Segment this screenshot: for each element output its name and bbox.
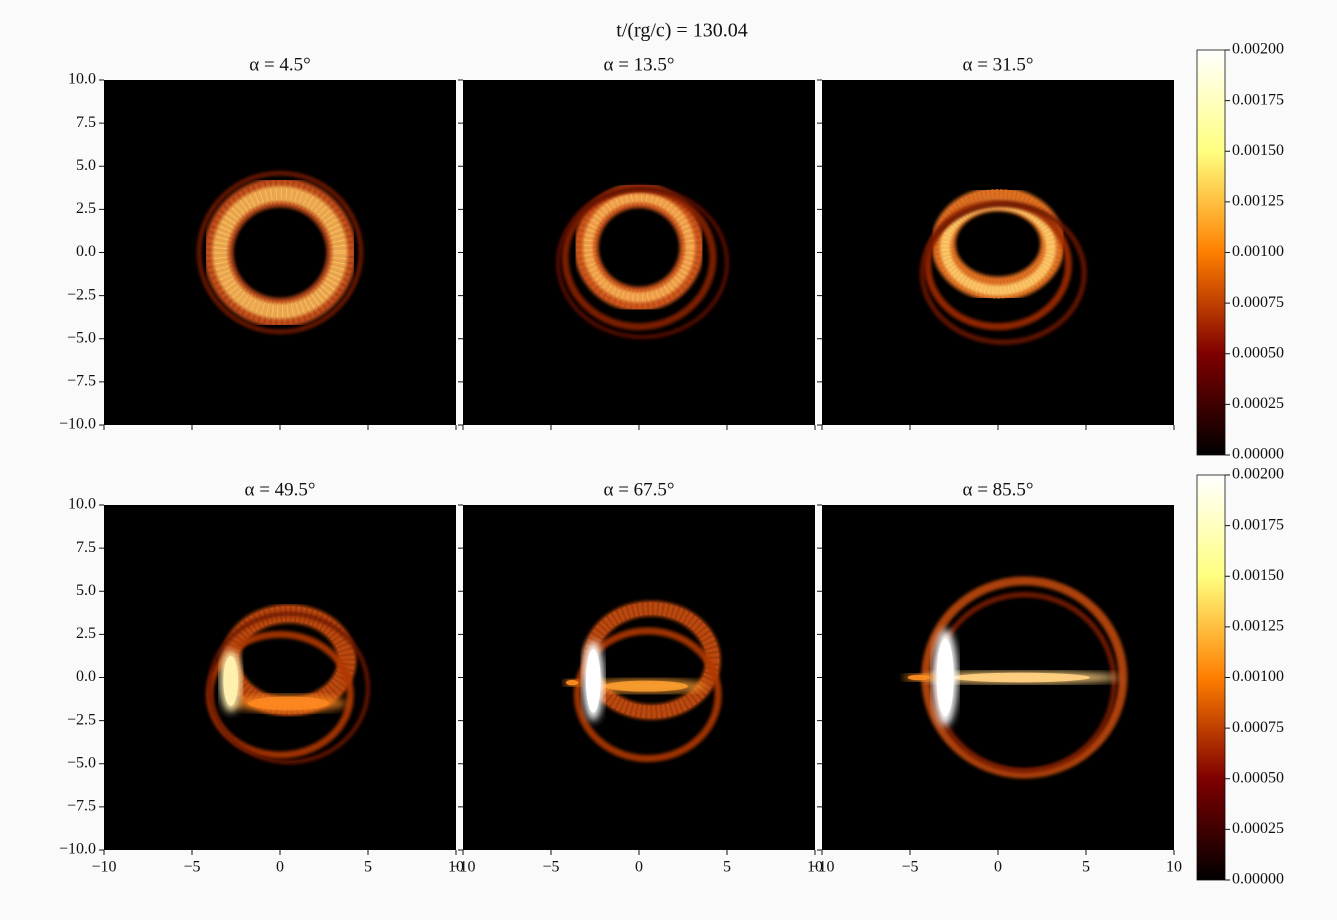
colorbar-tick-label: 0.00200	[1232, 466, 1284, 483]
y-tick-label: −5.0	[67, 329, 96, 346]
blob-core	[566, 680, 578, 686]
x-tick-label: 0	[994, 859, 1002, 876]
y-tick-label: −7.5	[67, 373, 96, 390]
y-tick-label: −2.5	[67, 286, 96, 303]
colorbar	[1197, 475, 1225, 880]
blob-core	[937, 639, 954, 716]
x-tick-label: 5	[364, 859, 372, 876]
x-tick-label: 5	[723, 859, 731, 876]
colorbar	[1197, 50, 1225, 455]
x-tick-label: −10	[809, 859, 834, 876]
y-tick-label: −10.0	[59, 416, 96, 433]
y-tick-label: 0.0	[76, 243, 96, 260]
y-tick-label: 2.5	[76, 625, 96, 642]
y-tick-label: 5.0	[76, 157, 96, 174]
colorbar-tick-label: 0.00025	[1232, 820, 1284, 837]
panel-title: α = 85.5°	[962, 479, 1033, 500]
panel-title: α = 4.5°	[249, 54, 311, 75]
y-tick-label: 10.0	[68, 71, 96, 88]
x-tick-label: 0	[276, 859, 284, 876]
panel-title: α = 49.5°	[244, 479, 315, 500]
panel-image	[104, 80, 456, 425]
colorbar-tick-label: 0.00150	[1232, 142, 1284, 159]
y-tick-label: 0.0	[76, 668, 96, 685]
x-tick-label: −5	[542, 859, 559, 876]
x-tick-label: 5	[1082, 859, 1090, 876]
y-tick-label: −10.0	[59, 841, 96, 858]
colorbar-tick-label: 0.00100	[1232, 668, 1284, 685]
colorbar-tick-label: 0.00200	[1232, 41, 1284, 58]
colorbar-tick-label: 0.00100	[1232, 243, 1284, 260]
blob-core	[248, 696, 329, 710]
y-tick-label: −5.0	[67, 754, 96, 771]
y-tick-label: 10.0	[68, 496, 96, 513]
y-tick-label: 7.5	[76, 114, 96, 131]
colorbar-tick-label: 0.00175	[1232, 516, 1284, 533]
colorbar-tick-label: 0.00050	[1232, 769, 1284, 786]
panel-image	[463, 505, 815, 850]
y-tick-label: 5.0	[76, 582, 96, 599]
blob-core	[586, 649, 601, 712]
colorbar-tick-label: 0.00025	[1232, 395, 1284, 412]
blob-core	[604, 681, 688, 692]
y-tick-label: 2.5	[76, 200, 96, 217]
x-tick-label: 0	[635, 859, 643, 876]
panel-image	[463, 80, 815, 425]
colorbar-tick-label: 0.00075	[1232, 719, 1284, 736]
panel-title: α = 13.5°	[603, 54, 674, 75]
colorbar-tick-label: 0.00175	[1232, 91, 1284, 108]
y-tick-label: 7.5	[76, 539, 96, 556]
blob-core	[908, 675, 930, 681]
y-tick-label: −2.5	[67, 711, 96, 728]
colorbar-tick-label: 0.00075	[1232, 294, 1284, 311]
x-tick-label: −5	[901, 859, 918, 876]
figure-title: t/(rg/c) = 130.04	[616, 20, 747, 42]
blob-core	[952, 673, 1090, 683]
colorbar-tick-label: 0.00150	[1232, 567, 1284, 584]
panel-image	[104, 505, 456, 850]
colorbar-tick-label: 0.00125	[1232, 618, 1284, 635]
figure: t/(rg/c) = 130.04 α = 4.5° −10.0 −7.5 −5.0 −…	[0, 0, 1337, 920]
colorbar-tick-label: 0.00000	[1232, 871, 1284, 888]
panel-image	[822, 80, 1174, 425]
panel-title: α = 67.5°	[603, 479, 674, 500]
y-tick-label: −7.5	[67, 798, 96, 815]
x-tick-label: 10	[1166, 859, 1182, 876]
panel-title: α = 31.5°	[962, 54, 1033, 75]
colorbar-tick-label: 0.00000	[1232, 446, 1284, 463]
x-tick-label: −10	[91, 859, 116, 876]
x-tick-label: −10	[450, 859, 475, 876]
colorbar-tick-label: 0.00125	[1232, 193, 1284, 210]
x-tick-label: −5	[183, 859, 200, 876]
blob-core	[223, 656, 238, 706]
colorbar-tick-label: 0.00050	[1232, 344, 1284, 361]
